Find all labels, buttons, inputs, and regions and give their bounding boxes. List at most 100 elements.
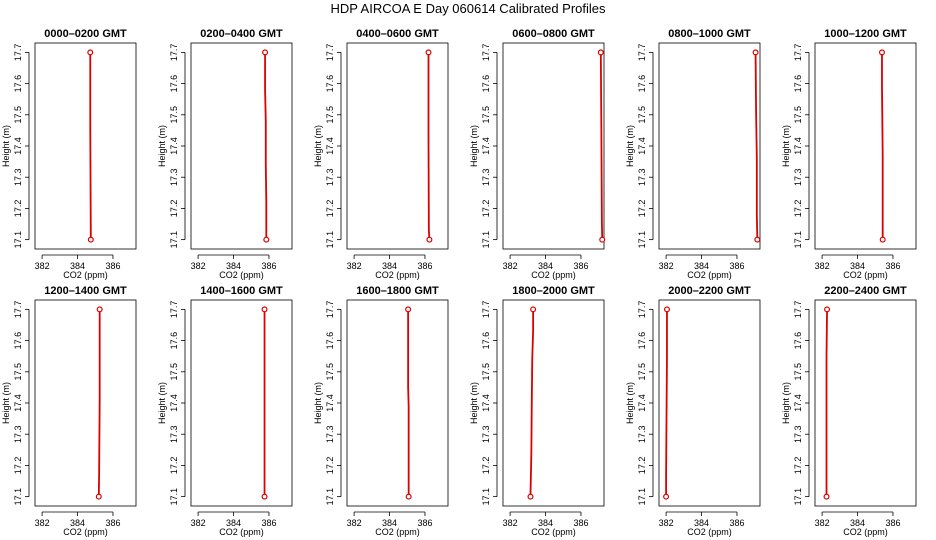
panel-title: 1800–2000 GMT: [512, 285, 595, 297]
y-axis-label: Height (m): [313, 382, 323, 424]
profile-line: [825, 309, 828, 497]
y-axis-label: Height (m): [313, 125, 323, 167]
y-tick-label: 17.3: [793, 168, 803, 186]
y-tick-label: 17.7: [169, 301, 179, 319]
y-tick-label: 17.3: [637, 168, 647, 186]
profile-point-marker: [262, 49, 269, 56]
y-tick-label: 17.6: [481, 75, 491, 93]
y-tick-label: 17.2: [325, 457, 335, 475]
x-tick-label: 386: [417, 518, 432, 528]
plot-frame: [814, 299, 917, 507]
x-tick-label: 382: [35, 261, 50, 271]
y-tick-label: 17.4: [169, 137, 179, 155]
y-tick-label: 17.6: [481, 332, 491, 350]
panel-title: 0600–0800 GMT: [512, 28, 595, 40]
y-tick-label: 17.2: [481, 200, 491, 218]
x-axis-label: CO2 (ppm): [219, 527, 264, 537]
y-tick-label: 17.2: [13, 200, 23, 218]
y-tick-label: 17.7: [637, 44, 647, 62]
x-tick-label: 386: [573, 261, 588, 271]
y-tick-label: 17.7: [481, 44, 491, 62]
y-tick-label: 17.5: [325, 106, 335, 124]
y-tick-label: 17.6: [13, 332, 23, 350]
y-tick-label: 17.4: [325, 394, 335, 412]
profile-point-marker: [405, 306, 412, 313]
y-tick-label: 17.4: [793, 137, 803, 155]
y-tick-label: 17.2: [169, 457, 179, 475]
figure-title: HDP AIRCOA E Day 060614 Calibrated Profi…: [330, 1, 606, 16]
y-tick-label: 17.1: [637, 231, 647, 249]
y-tick-label: 17.6: [169, 332, 179, 350]
y-tick-label: 17.4: [325, 137, 335, 155]
profile-point-marker: [95, 493, 102, 500]
x-tick-label: 386: [105, 261, 120, 271]
y-tick-label: 17.7: [325, 301, 335, 319]
x-axis-label: CO2 (ppm): [531, 527, 576, 537]
x-tick-label: 382: [35, 518, 50, 528]
y-tick-label: 17.5: [637, 363, 647, 381]
y-tick-label: 17.6: [793, 332, 803, 350]
x-tick-label: 382: [347, 518, 362, 528]
x-tick-label: 386: [105, 518, 120, 528]
y-tick-label: 17.4: [481, 394, 491, 412]
y-tick-label: 17.7: [481, 301, 491, 319]
x-tick-label: 384: [70, 518, 85, 528]
y-axis-label: Height (m): [1, 382, 11, 424]
y-axis-label: Height (m): [625, 125, 635, 167]
profile-line: [599, 52, 604, 240]
y-tick-label: 17.6: [637, 75, 647, 93]
plot-frame: [658, 299, 761, 507]
profile-point-marker: [599, 236, 606, 243]
y-tick-label: 17.3: [169, 425, 179, 443]
y-tick-label: 17.5: [169, 363, 179, 381]
panel-title: 0000–0200 GMT: [44, 28, 127, 40]
y-tick-label: 17.5: [481, 363, 491, 381]
panel-title: 1000–1200 GMT: [824, 28, 907, 40]
plot-frame: [190, 299, 293, 507]
x-tick-label: 384: [70, 261, 85, 271]
y-tick-label: 17.1: [13, 488, 23, 506]
profile-point-marker: [87, 236, 94, 243]
plot-frame: [502, 299, 605, 507]
panel-title: 1200–1400 GMT: [44, 285, 127, 297]
x-tick-label: 382: [191, 261, 206, 271]
profile-line: [264, 52, 268, 240]
y-tick-label: 17.1: [793, 231, 803, 249]
x-axis-label: CO2 (ppm): [63, 270, 108, 280]
profile-line: [427, 52, 431, 240]
profile-point-marker: [663, 306, 670, 313]
profile-point-marker: [597, 49, 604, 56]
y-tick-label: 17.7: [793, 44, 803, 62]
panel-title: 0400–0600 GMT: [356, 28, 439, 40]
y-tick-label: 17.6: [637, 332, 647, 350]
y-tick-label: 17.1: [325, 231, 335, 249]
y-tick-label: 17.4: [13, 137, 23, 155]
profile-point-marker: [87, 49, 94, 56]
y-tick-label: 17.3: [325, 168, 335, 186]
y-axis-label: Height (m): [781, 125, 791, 167]
y-tick-label: 17.5: [13, 363, 23, 381]
plot-frame: [34, 42, 137, 250]
y-tick-label: 17.7: [637, 301, 647, 319]
y-tick-label: 17.6: [325, 75, 335, 93]
x-tick-label: 382: [191, 518, 206, 528]
profile-point-marker: [261, 306, 268, 313]
x-tick-label: 382: [503, 518, 518, 528]
x-axis-label: CO2 (ppm): [843, 270, 888, 280]
y-tick-label: 17.3: [13, 425, 23, 443]
profile-point-marker: [879, 236, 886, 243]
y-tick-label: 17.3: [793, 425, 803, 443]
panel-title: 0200–0400 GMT: [200, 28, 283, 40]
y-tick-label: 17.1: [169, 488, 179, 506]
y-tick-label: 17.4: [637, 394, 647, 412]
y-tick-label: 17.3: [637, 425, 647, 443]
x-tick-label: 386: [261, 261, 276, 271]
y-tick-label: 17.7: [13, 301, 23, 319]
x-tick-label: 382: [503, 261, 518, 271]
